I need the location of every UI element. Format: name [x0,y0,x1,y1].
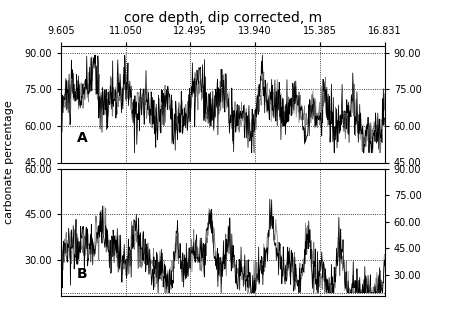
Text: carbonate percentage: carbonate percentage [4,101,14,224]
X-axis label: core depth, dip corrected, m: core depth, dip corrected, m [124,11,322,25]
Text: B: B [77,266,88,280]
Text: A: A [77,131,88,145]
